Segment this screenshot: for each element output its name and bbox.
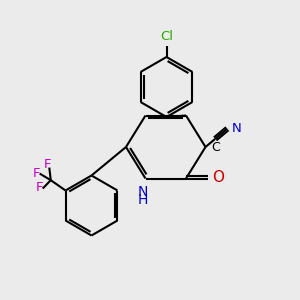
Text: C: C [212,141,220,154]
Text: N: N [138,185,148,199]
Text: F: F [44,158,52,171]
Text: F: F [36,181,44,194]
Text: O: O [212,169,224,184]
Text: N: N [232,122,242,135]
Text: F: F [33,167,40,180]
Text: H: H [138,194,148,208]
Text: Cl: Cl [160,30,173,43]
